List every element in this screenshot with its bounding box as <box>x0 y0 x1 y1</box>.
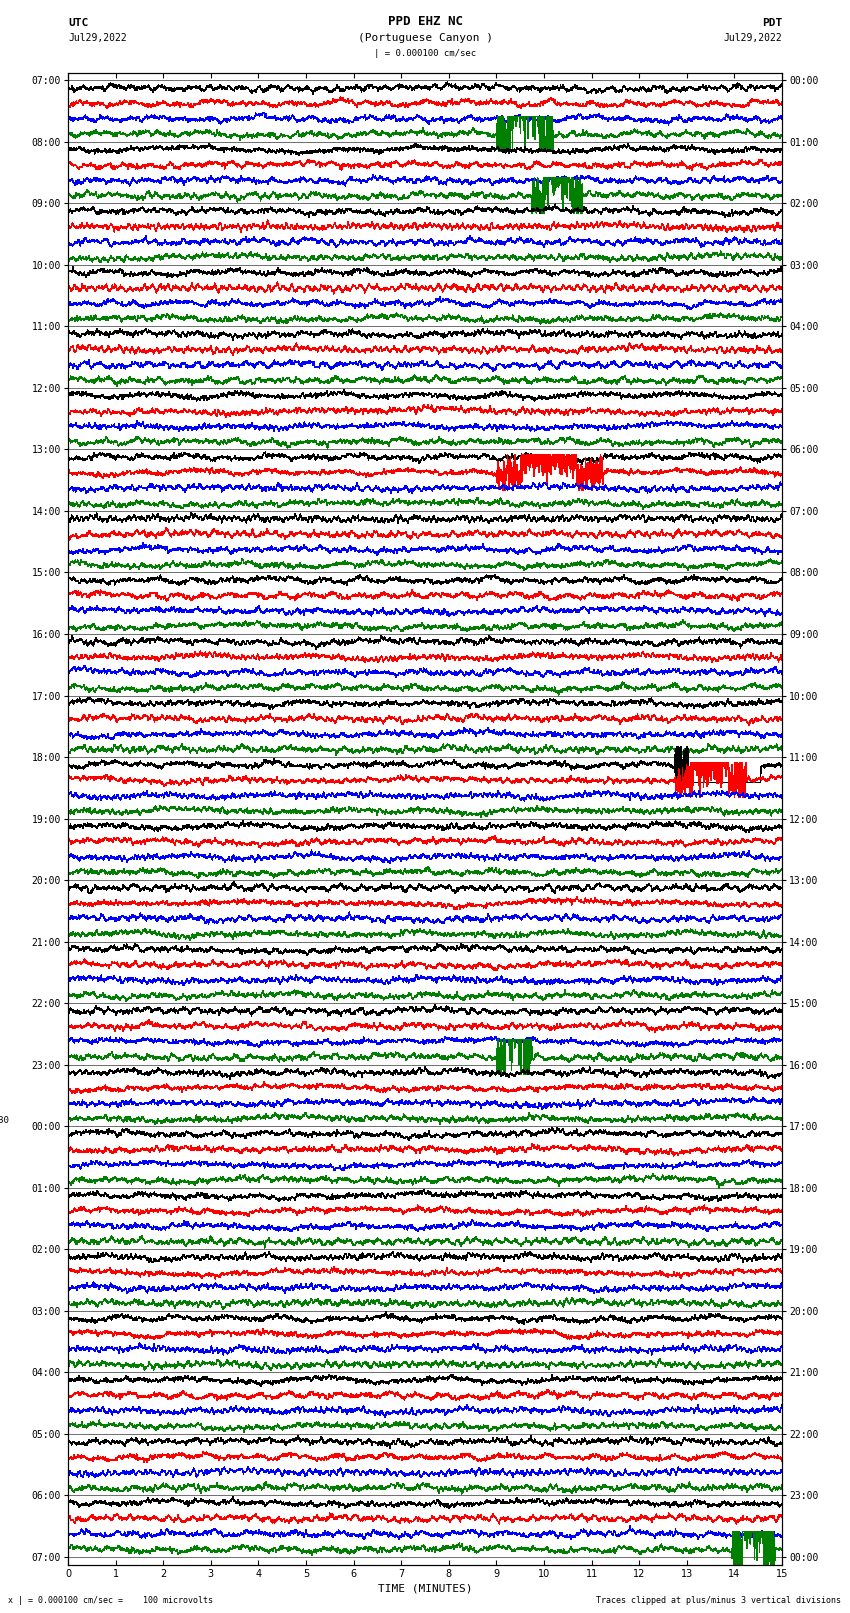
Text: Jul29,2022: Jul29,2022 <box>723 32 782 44</box>
Text: x | = 0.000100 cm/sec =    100 microvolts: x | = 0.000100 cm/sec = 100 microvolts <box>8 1595 213 1605</box>
Text: (Portuguese Canyon ): (Portuguese Canyon ) <box>358 32 492 44</box>
Text: PPD EHZ NC: PPD EHZ NC <box>388 15 462 27</box>
Text: | = 0.000100 cm/sec: | = 0.000100 cm/sec <box>374 48 476 58</box>
Text: UTC: UTC <box>68 18 88 27</box>
X-axis label: TIME (MINUTES): TIME (MINUTES) <box>377 1584 473 1594</box>
Text: Traces clipped at plus/minus 3 vertical divisions: Traces clipped at plus/minus 3 vertical … <box>597 1595 842 1605</box>
Text: Jul29,2022: Jul29,2022 <box>68 32 127 44</box>
Text: Jul30: Jul30 <box>0 1116 9 1124</box>
Text: PDT: PDT <box>762 18 782 27</box>
